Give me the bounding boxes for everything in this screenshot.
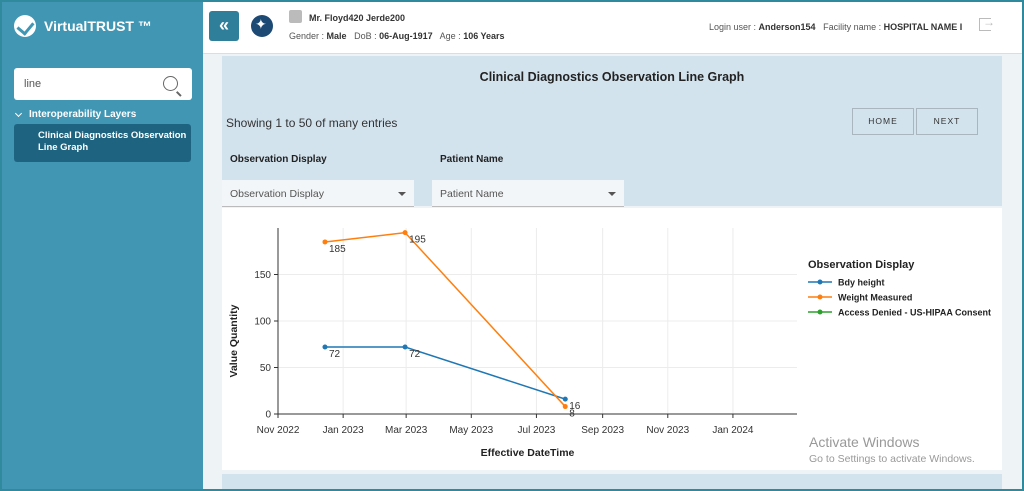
data-label: 185 <box>329 244 346 255</box>
data-label: 16 <box>569 401 581 412</box>
x-tick-label: Mar 2023 <box>385 425 428 436</box>
legend-entry: Access Denied - US-HIPAA Consent <box>838 308 991 318</box>
brand-logo-icon <box>14 15 36 37</box>
legend-entry: Weight Measured <box>838 293 912 303</box>
data-label: 8 <box>569 409 575 420</box>
observation-display-select[interactable]: Observation Display <box>222 180 414 207</box>
legend-swatch-marker <box>817 279 823 285</box>
gender-label: Gender : <box>289 31 325 41</box>
filter-panel: Clinical Diagnostics Observation Line Gr… <box>222 56 1002 207</box>
age-label: Age : <box>439 31 461 41</box>
next-button[interactable]: NEXT <box>916 108 978 135</box>
data-label: 195 <box>409 235 426 246</box>
dropdown-arrow-icon <box>398 192 406 196</box>
x-axis-title: Effective DateTime <box>481 447 575 459</box>
legend-title: Observation Display <box>808 259 915 271</box>
home-button[interactable]: HOME <box>852 108 914 135</box>
x-tick-label: Jan 2024 <box>712 425 754 436</box>
dob-label: DoB : <box>354 31 377 41</box>
sidebar-item-line-graph[interactable]: Clinical Diagnostics Observation Line Gr… <box>14 124 191 162</box>
data-point <box>562 396 568 402</box>
data-label: 72 <box>329 349 341 360</box>
footer-bar <box>222 474 1002 489</box>
patient-name-select[interactable]: Patient Name <box>432 180 624 207</box>
search-icon[interactable] <box>163 76 178 91</box>
windows-watermark-title: Activate Windows <box>809 434 920 450</box>
brand[interactable]: VirtualTRUST ™ <box>14 14 152 38</box>
page-title: Clinical Diagnostics Observation Line Gr… <box>479 70 745 84</box>
login-info: Login user : Anderson154 Facility name :… <box>709 22 962 32</box>
patient-name-value: Patient Name <box>440 188 504 200</box>
data-point <box>402 344 408 350</box>
data-point <box>562 404 568 410</box>
nav-group-interoperability[interactable]: Interoperability Layers <box>14 109 137 120</box>
y-tick-label: 0 <box>265 410 271 421</box>
brand-name: VirtualTRUST ™ <box>44 18 152 34</box>
login-label: Login user : <box>709 22 757 32</box>
dob-value: 06-Aug-1917 <box>379 31 433 41</box>
data-point <box>402 230 408 236</box>
y-tick-label: 100 <box>254 317 271 328</box>
series-line-1 <box>324 231 566 408</box>
search-input[interactable] <box>24 78 154 90</box>
observation-line-chart: Nov 2022 Jan 2023 Mar 2023 May 2023 Jul 2023… <box>228 228 991 459</box>
sidebar: VirtualTRUST ™ Interoperability Layers C… <box>2 2 203 489</box>
x-tick-label: Nov 2022 <box>257 425 300 436</box>
patient-demographics: Gender : Male DoB : 06-Aug-1917 Age : 10… <box>289 31 505 41</box>
collapse-sidebar-button[interactable]: « <box>209 11 239 41</box>
login-user: Anderson154 <box>758 22 816 32</box>
x-tick-label: Jul 2023 <box>518 425 556 436</box>
x-tick-label: Jan 2023 <box>323 425 365 436</box>
y-tick-label: 50 <box>260 363 272 374</box>
data-point <box>322 344 328 350</box>
data-label: 72 <box>409 349 421 360</box>
observation-display-label: Observation Display <box>230 154 327 165</box>
nav-group-label: Interoperability Layers <box>29 109 137 120</box>
patient-avatar-icon <box>289 10 302 23</box>
series-line-0 <box>324 346 566 400</box>
x-tick-label: Sep 2023 <box>581 425 624 436</box>
header: « Mr. Floyd420 Jerde200 Gender : Male Do… <box>203 2 1022 54</box>
age-value: 106 Years <box>463 31 505 41</box>
x-tick-label: May 2023 <box>449 425 493 436</box>
observation-display-value: Observation Display <box>230 188 324 200</box>
gender-value: Male <box>326 31 347 41</box>
data-point <box>322 239 328 245</box>
facility-logo-icon <box>251 15 273 37</box>
patient-name: Mr. Floyd420 Jerde200 <box>309 13 406 23</box>
y-tick-label: 150 <box>254 270 271 281</box>
facility-label: Facility name : <box>823 22 882 32</box>
legend-entry: Bdy height <box>838 278 885 288</box>
facility-name: HOSPITAL NAME I <box>883 22 963 32</box>
chart-card: Nov 2022 Jan 2023 Mar 2023 May 2023 Jul 2023… <box>222 208 1002 470</box>
entries-count: Showing 1 to 50 of many entries <box>226 116 398 130</box>
windows-watermark-subtitle: Go to Settings to activate Windows. <box>809 453 975 465</box>
dropdown-arrow-icon <box>608 192 616 196</box>
legend-swatch-marker <box>817 294 823 300</box>
x-tick-label: Nov 2023 <box>646 425 689 436</box>
chevron-down-icon <box>14 109 23 117</box>
main-content: Clinical Diagnostics Observation Line Gr… <box>203 54 1022 489</box>
legend-swatch-marker <box>817 309 823 315</box>
search-box <box>14 68 192 100</box>
y-axis-title: Value Quantity <box>228 304 240 377</box>
patient-name-label: Patient Name <box>440 154 504 165</box>
logout-icon[interactable] <box>979 15 995 31</box>
